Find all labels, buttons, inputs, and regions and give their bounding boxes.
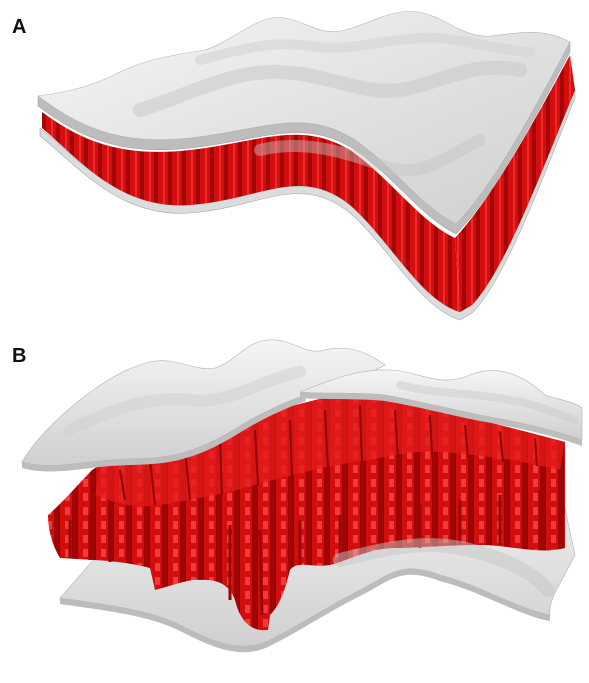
panel-a-wave-shade-2 [195,32,535,65]
panel-b-core-cell-lines [119,404,538,506]
panel-a-core-front [42,112,460,312]
panel-label-b: B [12,345,27,367]
panel-a-core-side [455,55,575,312]
panel-a-bottom-sheet [39,89,576,321]
panel-a-top-sheet [37,11,571,225]
panel-a-wave-shade-1 [133,60,527,117]
panel-b-core-topface [95,392,565,507]
panel-b-wave-shade-2 [396,381,579,424]
panel-a-illustration [37,11,576,321]
panel-a-wave-shade-3 [254,134,486,177]
panel-b-top-sheet-right-edge [300,392,582,446]
panel-b-bottom-shade [333,538,555,597]
panel-b-wave-shade-1 [64,366,306,436]
panel-b-bottom-sheet-edge [60,568,550,653]
panel-b-core-front-stripes [68,490,542,616]
panel-b-illustration [21,339,583,653]
panel-label-a: A [12,16,27,38]
